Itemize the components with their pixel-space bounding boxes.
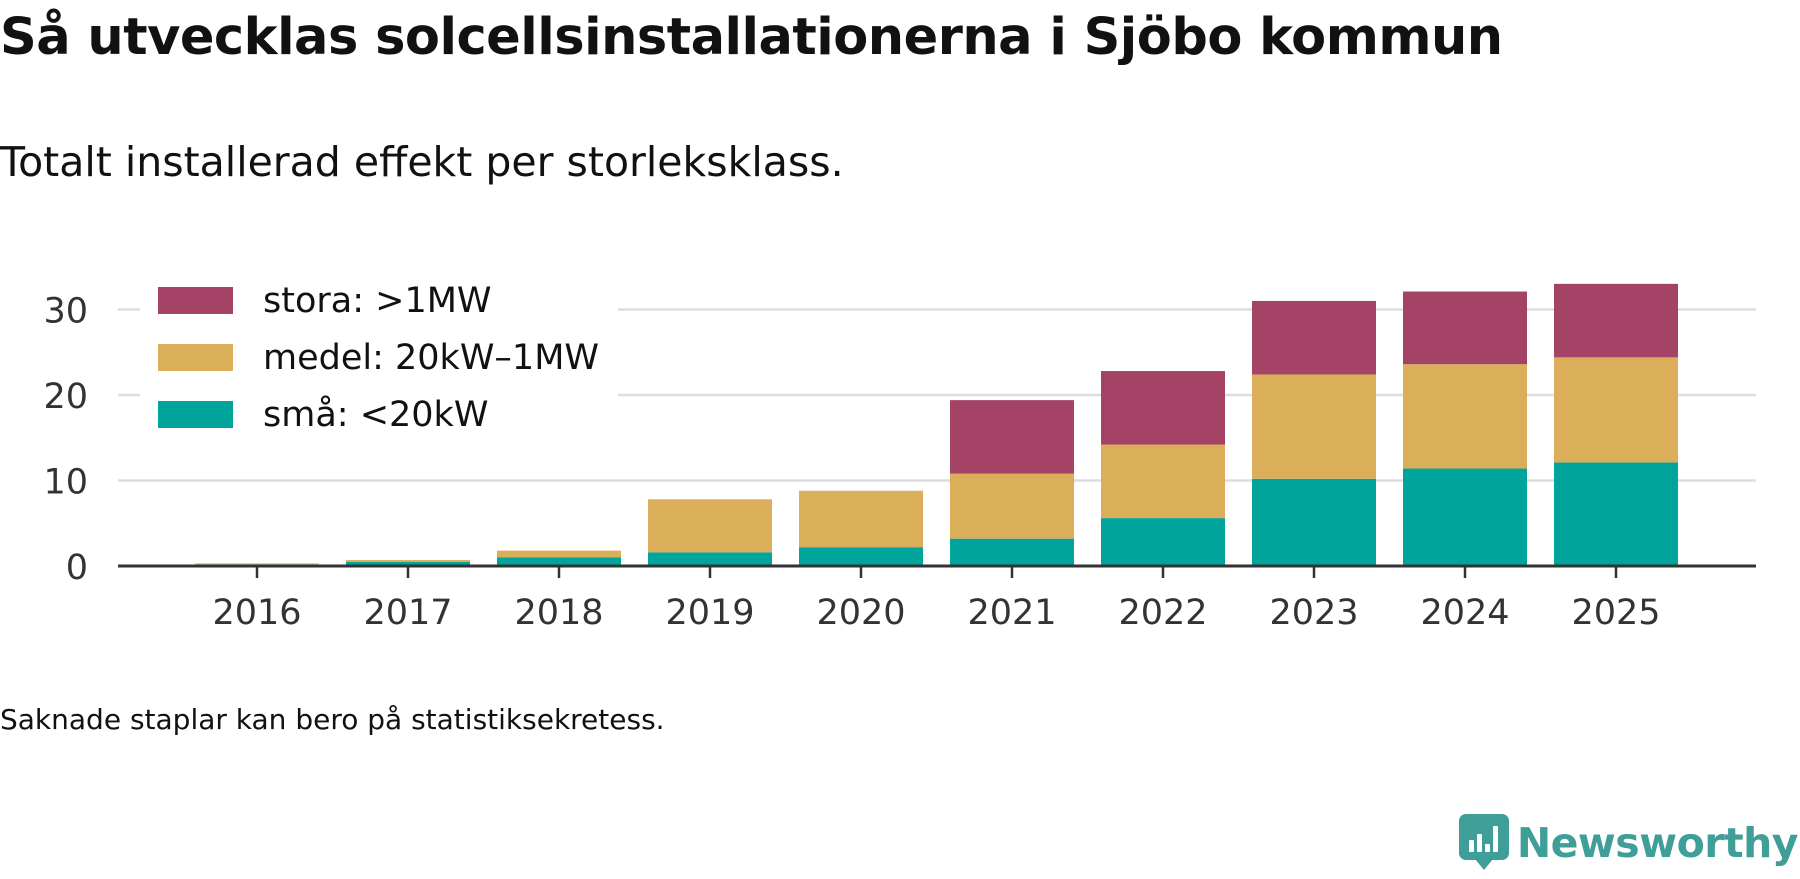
bar-2021-series-0: [950, 538, 1074, 566]
legend-label-1: medel: 20kW–1MW: [263, 338, 599, 378]
bar-2021-series-2: [950, 400, 1074, 474]
bar-2022-series-1: [1101, 444, 1225, 519]
y-tick-label-30: 30: [43, 292, 88, 332]
y-tick-label-10: 10: [43, 463, 88, 503]
bar-2025-series-1: [1554, 357, 1678, 463]
bar-2024-series-1: [1403, 364, 1527, 469]
bar-2021-series-1: [950, 473, 1074, 539]
bar-2018-series-0: [497, 557, 621, 566]
legend-swatch-2: [158, 401, 233, 428]
brand[interactable]: Newsworthy: [1458, 814, 1799, 872]
bar-2017-series-0: [346, 561, 470, 566]
x-tick-label-2025: 2025: [1571, 593, 1660, 633]
x-tick-label-2022: 2022: [1118, 593, 1207, 633]
legend: stora: >1MW medel: 20kW–1MW små: <20kW: [140, 272, 618, 444]
bar-2020-series-0: [799, 547, 923, 566]
bar-2025-series-2: [1554, 283, 1678, 358]
bar-2017-series-1: [346, 560, 470, 562]
x-tick-label-2019: 2019: [665, 593, 754, 633]
legend-label-0: stora: >1MW: [263, 281, 492, 321]
bar-2018-series-1: [497, 550, 621, 558]
x-tick-label-2017: 2017: [363, 593, 452, 633]
stacked-bar-chart: 0 10 20 30 2016 2017 2018 2019 2020 2021 2022 2023…: [43, 272, 1756, 633]
bar-2016-series-1: [195, 563, 319, 565]
bar-2023-series-1: [1252, 374, 1376, 479]
bar-2019-series-1: [648, 499, 772, 553]
bars: [195, 283, 1678, 566]
x-tick-label-2020: 2020: [816, 593, 905, 633]
bar-2025-series-0: [1554, 462, 1678, 566]
legend-label-2: små: <20kW: [263, 394, 488, 435]
bar-2019-series-0: [648, 552, 772, 566]
legend-swatch-0: [158, 287, 233, 314]
x-tick-label-2018: 2018: [514, 593, 603, 633]
bar-2024-series-2: [1403, 291, 1527, 365]
x-tick-label-2016: 2016: [212, 593, 301, 633]
y-axis-ticks: 0 10 20 30: [43, 292, 88, 589]
x-axis-ticks: 2016 2017 2018 2019 2020 2021 2022 2023 2024 2025: [212, 566, 1661, 633]
bar-2022-series-2: [1101, 371, 1225, 445]
bar-2020-series-1: [799, 490, 923, 548]
footnote: Saknade staplar kan bero på statistiksek…: [0, 703, 665, 736]
x-tick-label-2021: 2021: [967, 593, 1056, 633]
bar-2023-series-2: [1252, 300, 1376, 375]
x-tick-label-2023: 2023: [1269, 593, 1358, 633]
legend-swatch-1: [158, 344, 233, 371]
bar-2022-series-0: [1101, 518, 1225, 566]
x-tick-label-2024: 2024: [1420, 593, 1509, 633]
y-tick-label-20: 20: [43, 377, 88, 417]
y-tick-label-0: 0: [66, 548, 88, 588]
bar-2024-series-0: [1403, 468, 1527, 566]
chart-subtitle: Totalt installerad effekt per storlekskl…: [0, 138, 844, 186]
brand-name: Newsworthy: [1516, 819, 1799, 867]
newsworthy-logo-icon: [1458, 814, 1509, 870]
bar-2023-series-0: [1252, 478, 1376, 566]
chart-title: Så utvecklas solcellsinstallationerna i …: [0, 8, 1503, 67]
